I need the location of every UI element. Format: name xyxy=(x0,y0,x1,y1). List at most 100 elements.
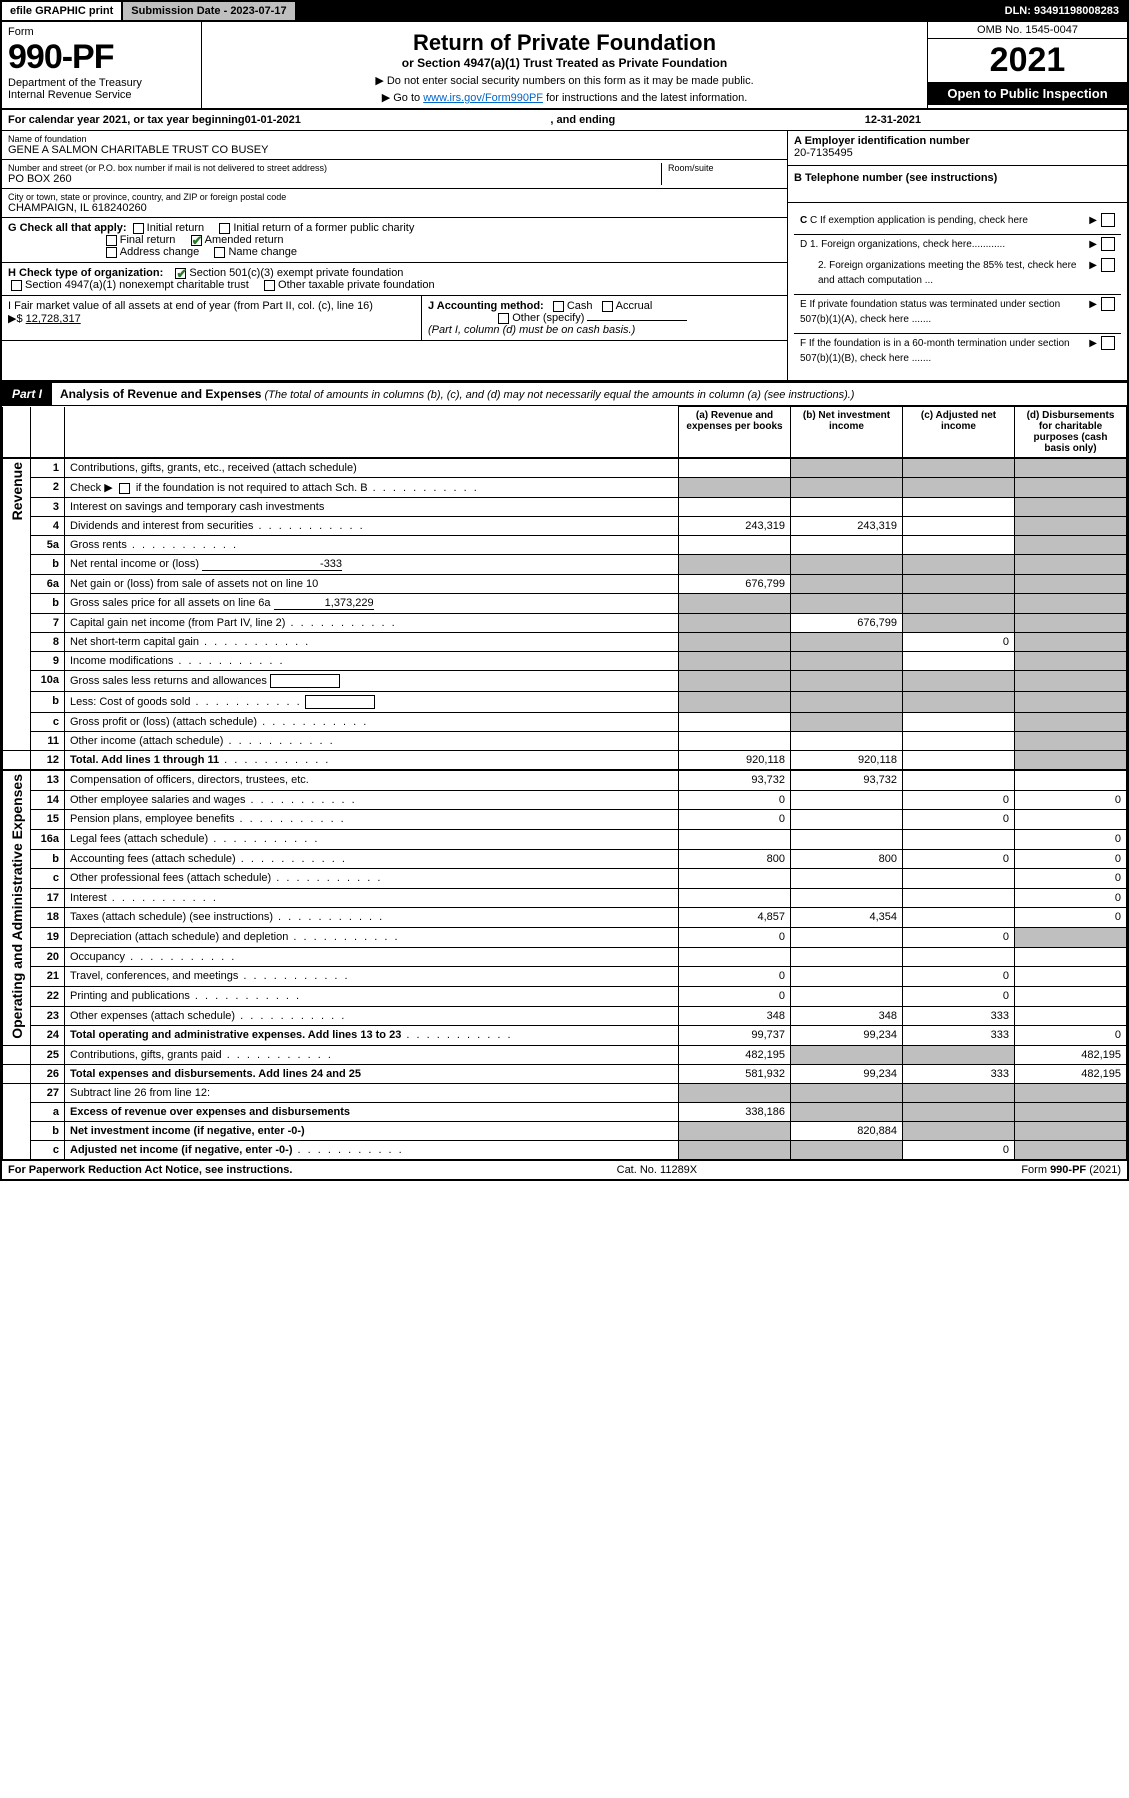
row-20: Occupancy xyxy=(65,947,679,967)
e-label: E If private foundation status was termi… xyxy=(800,297,1089,327)
row-27b: Net investment income (if negative, ente… xyxy=(65,1121,679,1140)
final-return-chk[interactable] xyxy=(106,235,117,246)
part1-title: Analysis of Revenue and Expenses (The to… xyxy=(52,383,1127,405)
title-box: Return of Private Foundation or Section … xyxy=(202,22,927,108)
i-label: I Fair market value of all assets at end… xyxy=(8,300,373,312)
501c3-chk[interactable] xyxy=(175,268,186,279)
amended-return-chk[interactable] xyxy=(191,235,202,246)
col-b-hdr: (b) Net investment income xyxy=(791,407,903,458)
initial-return-chk[interactable] xyxy=(133,223,144,234)
row-5b: Net rental income or (loss) -333 xyxy=(65,555,679,575)
instructions-link[interactable]: www.irs.gov/Form990PF xyxy=(423,92,543,104)
row-16c: Other professional fees (attach schedule… xyxy=(65,869,679,889)
row-8: Net short-term capital gain xyxy=(65,633,679,652)
expenses-table: Operating and Administrative Expenses 13… xyxy=(2,770,1127,1160)
cash-chk[interactable] xyxy=(553,301,564,312)
r4-a: 243,319 xyxy=(679,517,791,536)
f-chk[interactable] xyxy=(1101,336,1115,350)
row-15: Pension plans, employee benefits xyxy=(65,810,679,830)
address-change-chk[interactable] xyxy=(106,247,117,258)
address: PO BOX 260 xyxy=(8,173,661,185)
row-23: Other expenses (attach schedule) xyxy=(65,1006,679,1026)
form-box: Form 990-PF Department of the Treasury I… xyxy=(2,22,202,108)
schb-chk[interactable] xyxy=(119,483,130,494)
e-chk[interactable] xyxy=(1101,297,1115,311)
omb: OMB No. 1545-0047 xyxy=(928,22,1127,39)
row-2: Check ▶ if the foundation is not require… xyxy=(65,478,679,498)
f-label: F If the foundation is in a 60-month ter… xyxy=(800,336,1089,366)
c-chk[interactable] xyxy=(1101,213,1115,227)
name-change-chk[interactable] xyxy=(214,247,225,258)
row-24: Total operating and administrative expen… xyxy=(65,1026,679,1046)
row-27a: Excess of revenue over expenses and disb… xyxy=(65,1102,679,1121)
row-27c: Adjusted net income (if negative, enter … xyxy=(65,1140,679,1159)
row-10b: Less: Cost of goods sold xyxy=(65,692,679,713)
title-sub: or Section 4947(a)(1) Trust Treated as P… xyxy=(206,56,923,70)
topbar: efile GRAPHIC print Submission Date - 20… xyxy=(2,2,1127,22)
col-a-hdr: (a) Revenue and expenses per books xyxy=(679,407,791,458)
row-21: Travel, conferences, and meetings xyxy=(65,967,679,987)
row-16a: Legal fees (attach schedule) xyxy=(65,829,679,849)
g-row: G Check all that apply: Initial return I… xyxy=(2,218,787,263)
identity-row: Name of foundation GENE A SALMON CHARITA… xyxy=(2,131,1127,381)
part1-header: Part I Analysis of Revenue and Expenses … xyxy=(2,381,1127,406)
row-22: Printing and publications xyxy=(65,986,679,1006)
addr-label: Number and street (or P.O. box number if… xyxy=(8,163,661,173)
d2-chk[interactable] xyxy=(1101,258,1115,272)
end-date: 12-31-2021 xyxy=(865,114,921,126)
begin-date: 01-01-2021 xyxy=(245,114,301,126)
row-10c: Gross profit or (loss) (attach schedule) xyxy=(65,713,679,732)
row-11: Other income (attach schedule) xyxy=(65,732,679,751)
other-taxable-chk[interactable] xyxy=(264,280,275,291)
row-18: Taxes (attach schedule) (see instruction… xyxy=(65,908,679,928)
form-ref: Form 990-PF (2021) xyxy=(1021,1164,1121,1176)
title-note1: ▶ Do not enter social security numbers o… xyxy=(206,74,923,87)
right-box: OMB No. 1545-0047 2021 Open to Public In… xyxy=(927,22,1127,108)
row-14: Other employee salaries and wages xyxy=(65,790,679,810)
dln: DLN: 93491198008283 xyxy=(997,2,1127,20)
initial-former-chk[interactable] xyxy=(219,223,230,234)
row-25: Contributions, gifts, grants paid xyxy=(65,1045,679,1064)
row-3: Interest on savings and temporary cash i… xyxy=(65,498,679,517)
c-label: C If exemption application is pending, c… xyxy=(810,215,1028,226)
dept1: Department of the Treasury xyxy=(8,77,195,89)
r12-a: 920,118 xyxy=(679,751,791,770)
d1-label: D 1. Foreign organizations, check here..… xyxy=(800,237,1089,252)
d2-label: 2. Foreign organizations meeting the 85%… xyxy=(800,258,1089,288)
row-19: Depreciation (attach schedule) and deple… xyxy=(65,928,679,948)
row-27: Subtract line 26 from line 12: xyxy=(65,1083,679,1102)
row-7: Capital gain net income (from Part IV, l… xyxy=(65,614,679,633)
row-4: Dividends and interest from securities xyxy=(65,517,679,536)
revenue-table: Revenue 1Contributions, gifts, grants, e… xyxy=(2,458,1127,770)
revenue-side: Revenue xyxy=(9,462,25,520)
row-9: Income modifications xyxy=(65,652,679,671)
footer: For Paperwork Reduction Act Notice, see … xyxy=(2,1160,1127,1179)
4947-chk[interactable] xyxy=(11,280,22,291)
expenses-side: Operating and Administrative Expenses xyxy=(9,774,25,1039)
row-12: Total. Add lines 1 through 11 xyxy=(65,751,679,770)
h-row: H Check type of organization: Section 50… xyxy=(2,263,787,296)
analysis-table: (a) Revenue and expenses per books (b) N… xyxy=(2,406,1127,458)
open-public: Open to Public Inspection xyxy=(928,82,1127,105)
j-note: (Part I, column (d) must be on cash basi… xyxy=(428,324,635,336)
col-c-hdr: (c) Adjusted net income xyxy=(903,407,1015,458)
row-10a: Gross sales less returns and allowances xyxy=(65,671,679,692)
other-method-chk[interactable] xyxy=(498,313,509,324)
part1-tag: Part I xyxy=(2,383,52,405)
d1-chk[interactable] xyxy=(1101,237,1115,251)
submission-date: Submission Date - 2023-07-17 xyxy=(123,2,296,20)
b-label: B Telephone number (see instructions) xyxy=(794,172,997,184)
row-16b: Accounting fees (attach schedule) xyxy=(65,849,679,869)
name-label: Name of foundation xyxy=(8,134,781,144)
city-label: City or town, state or province, country… xyxy=(8,192,781,202)
efile-label[interactable]: efile GRAPHIC print xyxy=(2,2,123,20)
calendar-year: For calendar year 2021, or tax year begi… xyxy=(2,110,1127,131)
accrual-chk[interactable] xyxy=(602,301,613,312)
room-label: Room/suite xyxy=(668,163,781,173)
paperwork-notice: For Paperwork Reduction Act Notice, see … xyxy=(8,1164,292,1176)
dept2: Internal Revenue Service xyxy=(8,89,195,101)
row-26: Total expenses and disbursements. Add li… xyxy=(65,1064,679,1083)
col-d-hdr: (d) Disbursements for charitable purpose… xyxy=(1015,407,1127,458)
row-6b: Gross sales price for all assets on line… xyxy=(65,594,679,614)
title-main: Return of Private Foundation xyxy=(206,30,923,56)
